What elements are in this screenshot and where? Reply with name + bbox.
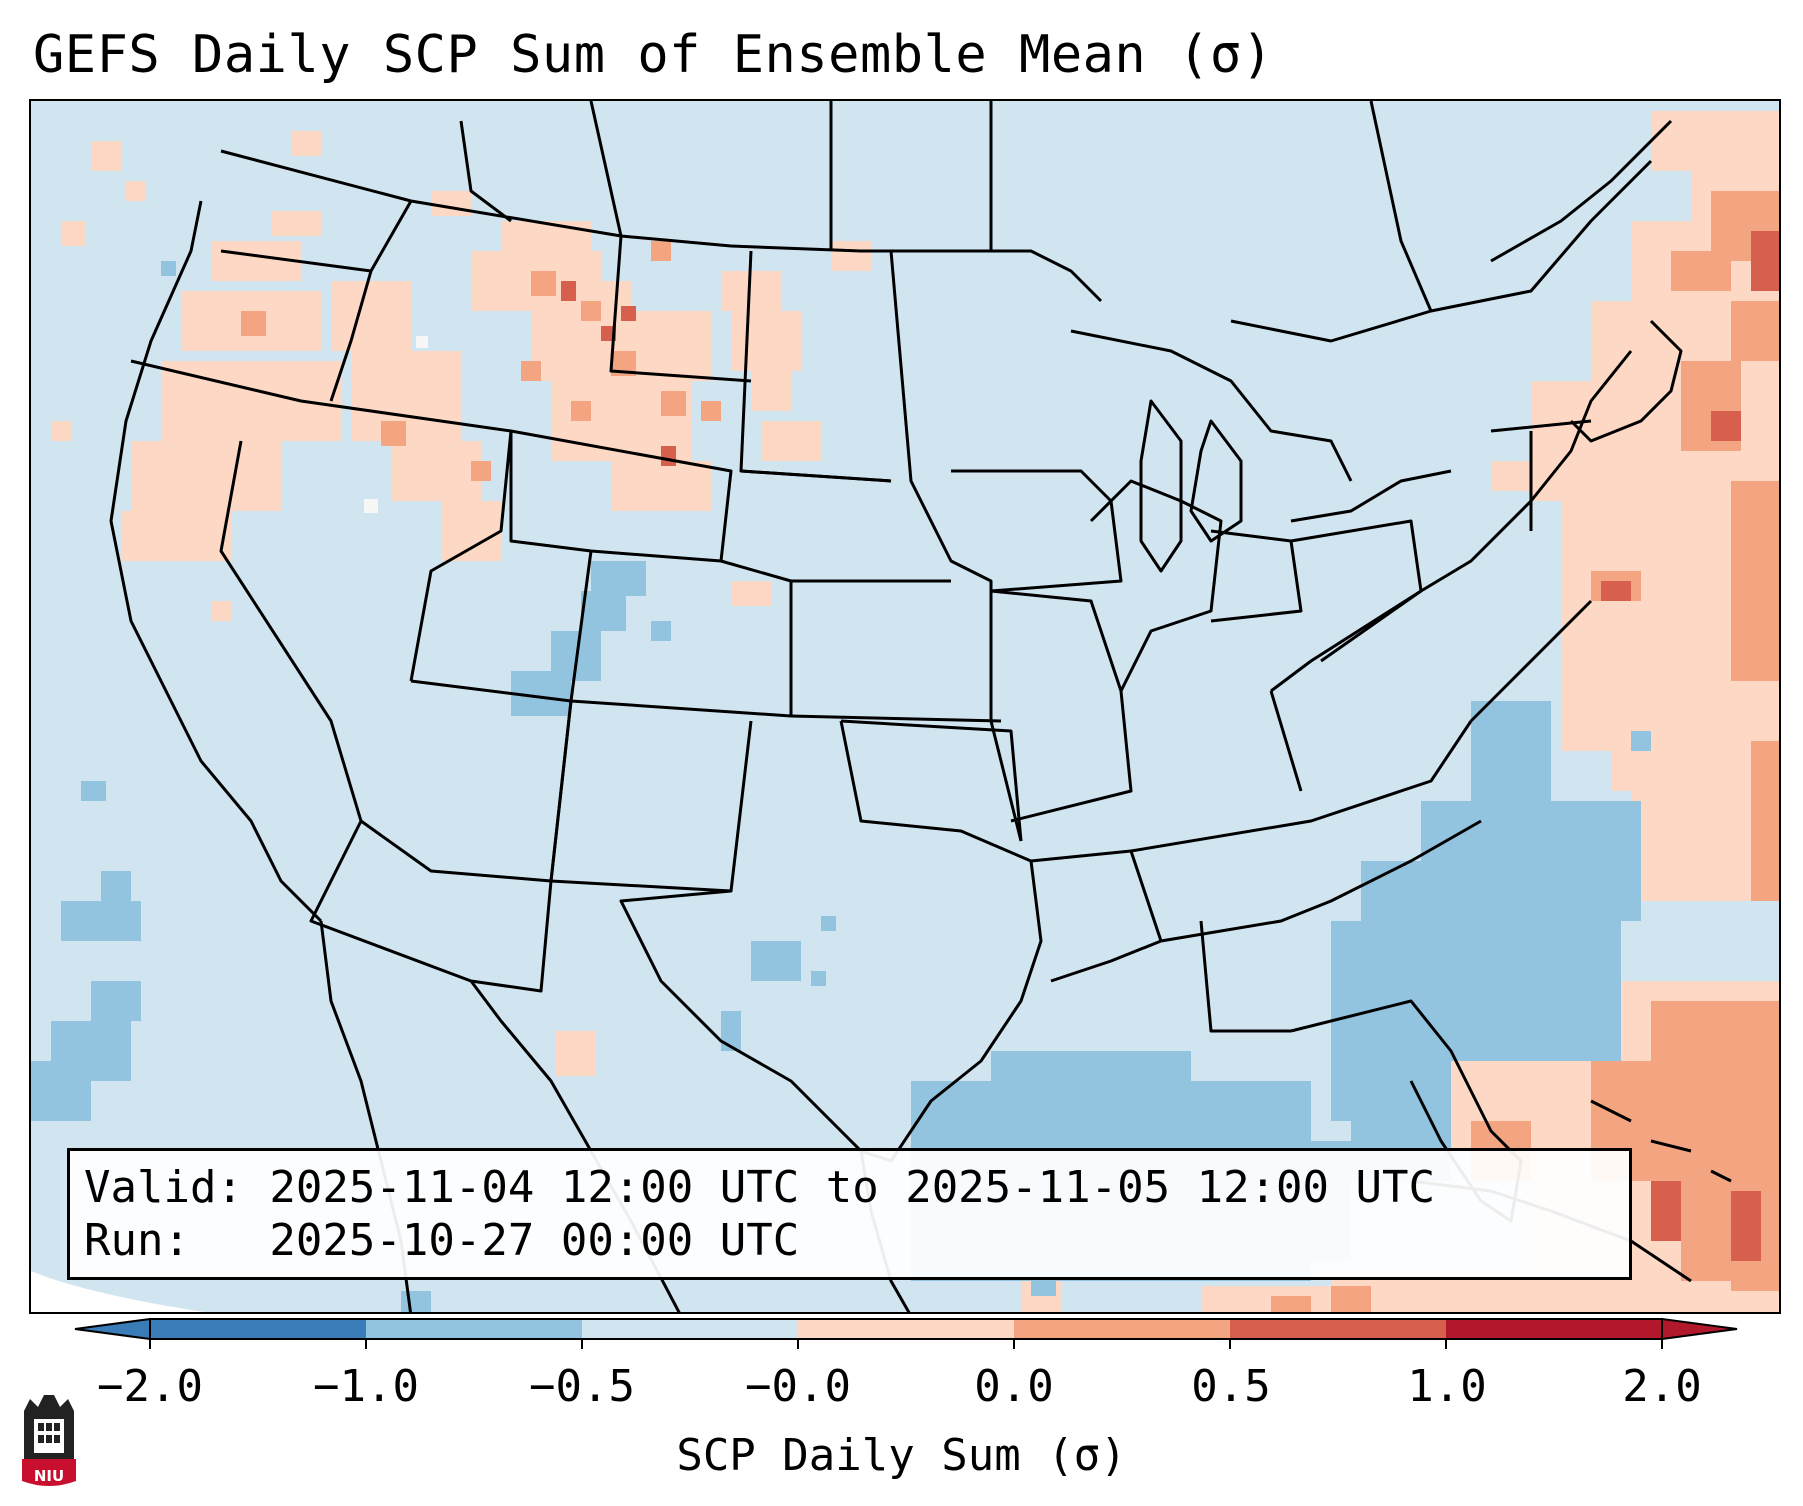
colorbar-label: SCP Daily Sum (σ) (676, 1430, 1127, 1481)
tick-label-6: 0.5 (1191, 1361, 1271, 1412)
tick-label-8: 2.0 (1622, 1361, 1702, 1412)
colorbar-segment (1014, 1319, 1231, 1339)
colorbar-extend-low (74, 1317, 151, 1341)
colorbar-segment (150, 1319, 367, 1339)
state-boundaries (109, 101, 1732, 1312)
tick-label-2: −1.0 (313, 1361, 419, 1412)
colorbar-segment (1446, 1319, 1663, 1339)
tick-label-1: −2.0 (97, 1361, 203, 1412)
tick-label-5: 0.0 (974, 1361, 1054, 1412)
colorbar-extend-high (1661, 1317, 1738, 1341)
colorbar-segment (366, 1319, 583, 1339)
university-seal-icon (22, 1395, 76, 1486)
valid-time-line: Valid: 2025-11-04 12:00 UTC to 2025-11-0… (84, 1162, 1436, 1213)
colorbar-outline (149, 1318, 1663, 1340)
colorbar-segment (798, 1319, 1015, 1339)
map-panel (29, 99, 1781, 1314)
colorbar-segment (1230, 1319, 1447, 1339)
run-time-line: Run: 2025-10-27 00:00 UTC (84, 1215, 800, 1266)
validity-info-box: Valid: 2025-11-04 12:00 UTC to 2025-11-0… (67, 1148, 1632, 1280)
niu-logo: NIU (20, 1393, 78, 1489)
strong-positive-patches (561, 231, 1779, 1261)
tick-label-4: −0.0 (745, 1361, 851, 1412)
moderate-positive-patches (241, 191, 1779, 1312)
tick-label-7: 1.0 (1407, 1361, 1487, 1412)
colorbar (74, 1317, 1738, 1349)
logo-text: NIU (33, 1467, 65, 1485)
chart-title: GEFS Daily SCP Sum of Ensemble Mean (σ) (33, 25, 1274, 85)
colorbar-segments (74, 1317, 1738, 1341)
tick-label-3: −0.5 (529, 1361, 635, 1412)
colorbar-ticks (149, 1339, 1663, 1349)
map-canvas (31, 101, 1779, 1312)
colorbar-segment (582, 1319, 799, 1339)
